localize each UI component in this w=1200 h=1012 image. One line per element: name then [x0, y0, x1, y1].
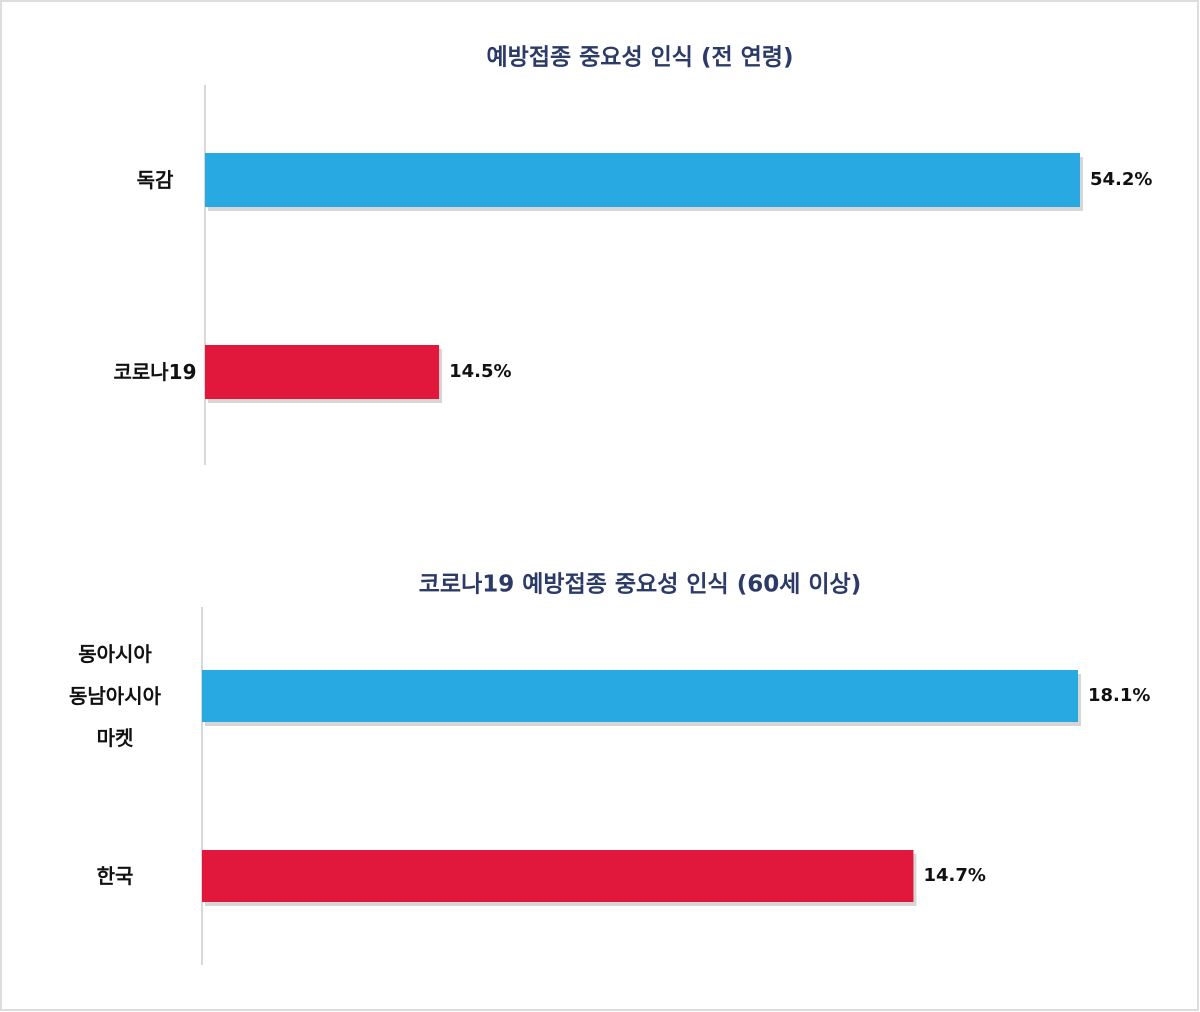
value-label: 14.7%	[923, 865, 985, 886]
value-label: 54.2%	[1090, 169, 1152, 190]
chart-title: 코로나19 예방접종 중요성 인식 (60세 이상)	[419, 572, 861, 598]
category-label: 동아시아 동남아시아 마켓	[69, 642, 161, 750]
chart-title: 예방접종 중요성 인식 (전 연령)	[487, 45, 794, 71]
value-label: 14.5%	[449, 361, 511, 382]
bar	[202, 850, 914, 902]
category-label: 한국	[96, 864, 134, 888]
bar	[205, 345, 440, 399]
bar	[205, 153, 1080, 207]
category-label: 코로나19	[113, 360, 197, 384]
bar	[202, 670, 1078, 722]
value-label: 18.1%	[1088, 685, 1150, 706]
category-label: 독감	[136, 168, 174, 192]
